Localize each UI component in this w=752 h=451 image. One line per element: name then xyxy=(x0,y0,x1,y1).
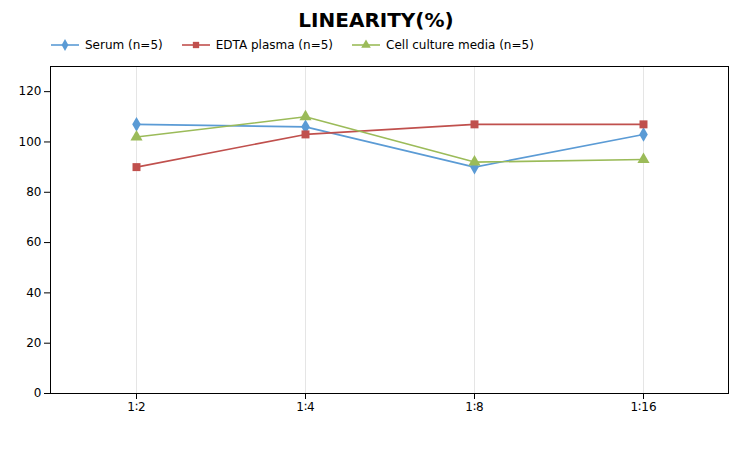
svg-text:20: 20 xyxy=(26,336,41,350)
svg-text:80: 80 xyxy=(26,185,41,199)
svg-text:100: 100 xyxy=(19,135,42,149)
svg-text:1∶16: 1∶16 xyxy=(630,400,656,414)
svg-text:120: 120 xyxy=(19,84,42,98)
svg-text:0: 0 xyxy=(34,386,42,400)
html-text:LINEARITY(%): LINEARITY(%) xyxy=(298,8,454,32)
html-text:EDTA plasma (n=5): EDTA plasma (n=5) xyxy=(215,38,333,52)
svg-text:40: 40 xyxy=(26,286,41,300)
svg-text:1∶4: 1∶4 xyxy=(296,400,314,414)
html-text:Serum (n=5): Serum (n=5) xyxy=(85,38,163,52)
svg-text:1∶2: 1∶2 xyxy=(127,400,145,414)
svg-text:60: 60 xyxy=(26,235,41,249)
html-text:Cell culture media (n=5): Cell culture media (n=5) xyxy=(386,38,534,52)
svg-text:1∶8: 1∶8 xyxy=(465,400,483,414)
